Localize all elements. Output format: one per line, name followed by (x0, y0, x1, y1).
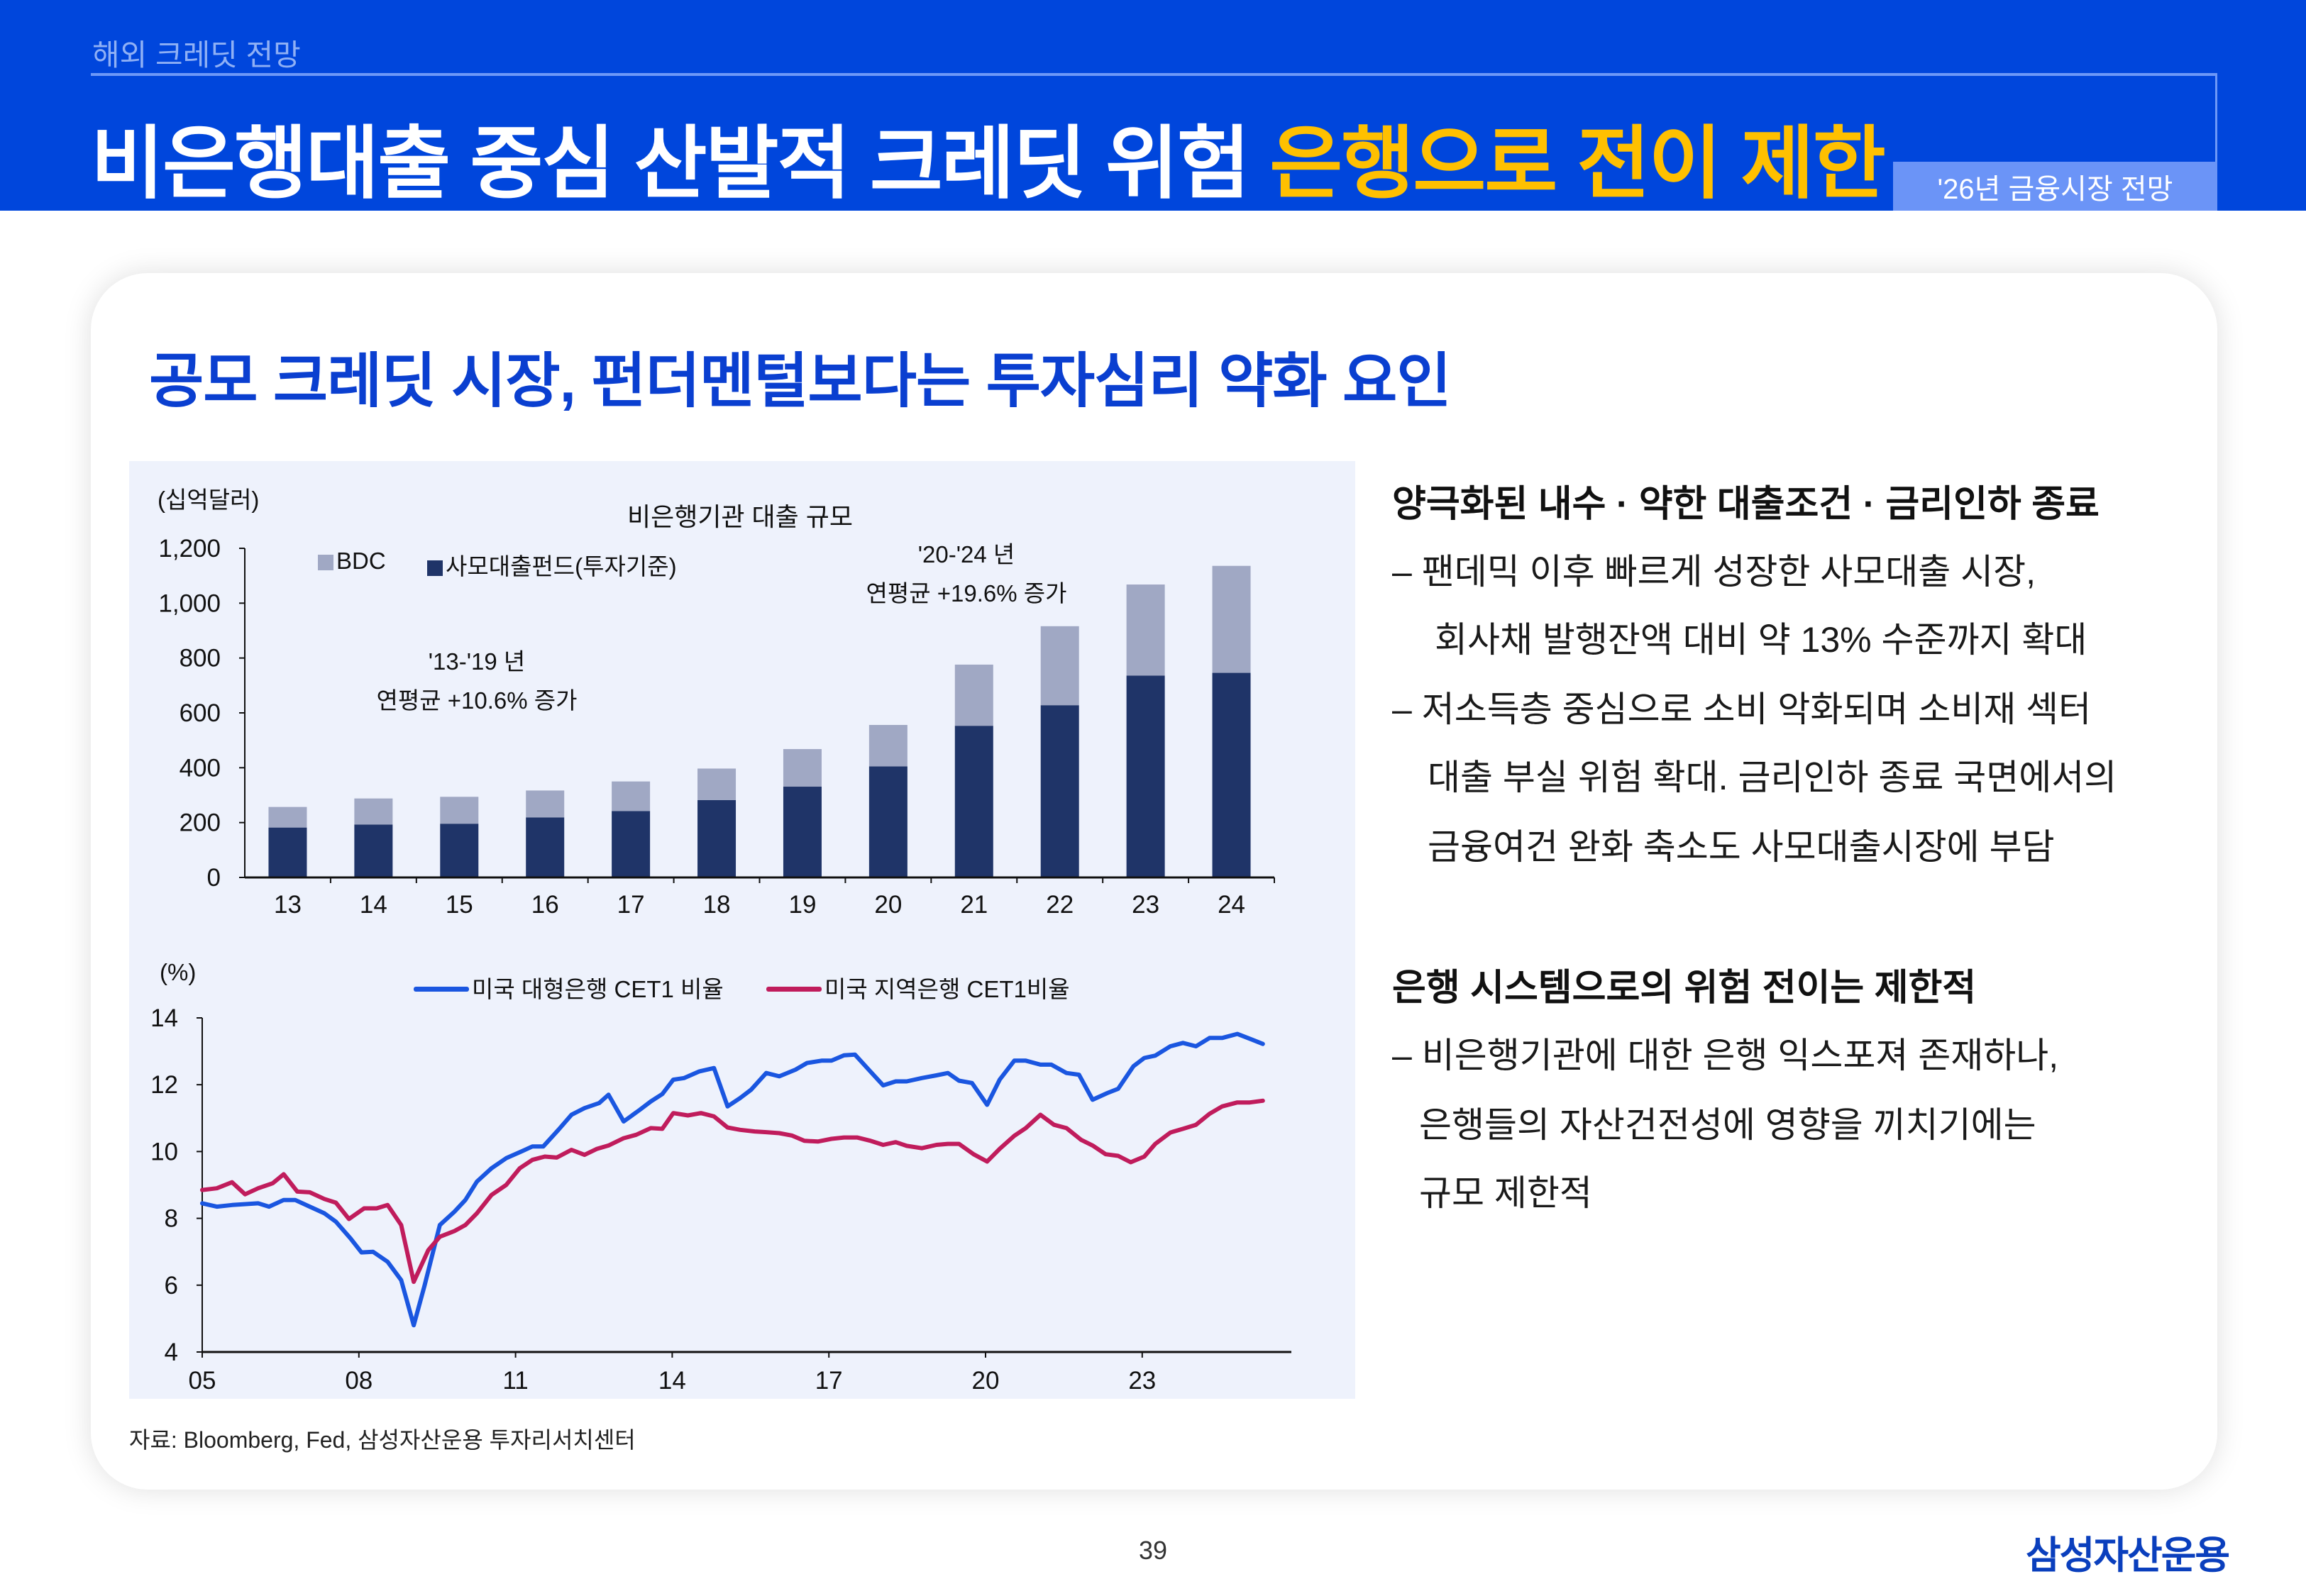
annotation-growth-2: 연평균 +19.6% 증가 (866, 580, 1067, 606)
x-tick-label: 22 (1046, 891, 1074, 919)
bar-bdc (526, 790, 565, 818)
bar-private-credit (526, 817, 565, 877)
x-tick-label: 23 (1128, 1367, 1156, 1395)
line-legend-large-banks: 미국 대형은행 CET1 비율 (414, 970, 724, 1004)
bar-private-credit (1040, 705, 1079, 877)
legend-label: 미국 지역은행 CET1비율 (824, 976, 1070, 1002)
y-tick-label: 10 (150, 1138, 178, 1165)
y-tick-label: 1,000 (158, 589, 221, 617)
y-tick-label: 800 (180, 645, 221, 672)
x-tick-label: 18 (703, 891, 731, 919)
line-legend-regional-banks: 미국 지역은행 CET1비율 (766, 970, 1070, 1004)
section-label: 해외 크레딧 전망 (92, 38, 301, 72)
y-tick-label: 600 (180, 699, 221, 727)
legend-swatch (427, 560, 443, 576)
bar-legend-private-credit: 사모대출펀드(투자기준) (427, 548, 677, 582)
bar-chart-title: 비은행기관 대출 규모 (627, 502, 854, 531)
bar-private-credit (268, 827, 307, 877)
y-tick-label: 1,200 (158, 535, 221, 563)
x-tick-label: 20 (972, 1367, 1000, 1395)
y-tick-label: 6 (165, 1272, 178, 1299)
legend-swatch (414, 987, 469, 992)
annotation-growth-1: 연평균 +10.6% 증가 (376, 687, 578, 714)
bar-bdc (1040, 626, 1079, 706)
x-tick-label: 14 (658, 1367, 686, 1395)
bar-private-credit (868, 766, 907, 877)
x-tick-label: 05 (189, 1367, 216, 1395)
bar-private-credit (1212, 672, 1251, 877)
page-number: 39 (1139, 1536, 1168, 1565)
right-line: 회사채 발행잔액 대비 약 13% 수준까지 확대 (1435, 620, 2087, 660)
x-tick-label: 13 (274, 891, 302, 919)
legend-label: BDC (336, 548, 386, 574)
bar-private-credit (1126, 675, 1165, 877)
bar-bdc (354, 798, 393, 825)
bar-bdc (954, 664, 993, 726)
x-tick-label: 11 (502, 1367, 528, 1395)
right-heading-2: 은행 시스템으로의 위험 전이는 제한적 (1392, 968, 1977, 1009)
x-tick-label: 23 (1132, 891, 1159, 919)
y-tick-label: 4 (165, 1339, 178, 1366)
line-large-banks-cet1 (200, 1031, 1265, 1328)
y-tick-label: 0 (207, 864, 221, 892)
bar-private-credit (440, 824, 479, 877)
bar-bdc (612, 781, 651, 811)
bar-private-credit (697, 799, 737, 877)
annotation-period-2: '20-'24 년 (917, 541, 1015, 567)
legend-swatch (318, 555, 333, 570)
right-line: – 팬데믹 이후 빠르게 성장한 사모대출 시장, (1392, 552, 2036, 592)
report-tag: '26년 금융시장 전망 (1893, 162, 2217, 211)
right-line: 금융여건 완화 축소도 사모대출시장에 부담 (1428, 827, 2055, 867)
bar-private-credit (783, 787, 822, 877)
right-line: – 비은행기관에 대한 은행 익스포져 존재하나, (1392, 1036, 2059, 1075)
legend-label: 미국 대형은행 CET1 비율 (472, 976, 724, 1002)
x-tick-label: 14 (360, 891, 387, 919)
x-tick-label: 21 (960, 891, 988, 919)
x-tick-label: 08 (345, 1367, 373, 1395)
bar-bdc (1126, 584, 1165, 676)
x-tick-label: 20 (874, 891, 902, 919)
bar-bdc (868, 725, 907, 767)
bar-private-credit (612, 811, 651, 877)
y-tick-label: 8 (165, 1205, 178, 1233)
line-regional-banks-cet1 (200, 1098, 1265, 1285)
legend-label: 사모대출펀드(투자기준) (446, 553, 677, 580)
bar-unit-label: (십억달러) (158, 487, 260, 513)
bar-bdc (268, 807, 307, 828)
x-tick-label: 17 (815, 1367, 843, 1395)
bar-bdc (440, 797, 479, 824)
y-tick-label: 12 (150, 1071, 178, 1099)
bar-bdc (1212, 565, 1251, 673)
x-tick-label: 17 (617, 891, 645, 919)
x-tick-label: 19 (788, 891, 816, 919)
bar-bdc (697, 768, 737, 800)
source-note: 자료: Bloomberg, Fed, 삼성자산운용 투자리서치센터 (129, 1427, 636, 1453)
header-divider (91, 73, 2217, 76)
bar-private-credit (354, 824, 393, 877)
x-tick-label: 15 (446, 891, 473, 919)
legend-swatch (766, 987, 822, 992)
card-heading: 공모 크레딧 시장, 펀더멘털보다는 투자심리 약화 요인 (149, 348, 1452, 414)
bar-private-credit (954, 726, 993, 877)
right-line: 규모 제한적 (1419, 1173, 1592, 1213)
right-line: – 저소득층 중심으로 소비 악화되며 소비재 섹터 (1392, 689, 2092, 729)
y-tick-label: 400 (180, 754, 221, 782)
right-line: 은행들의 자산건전성에 영향을 끼치기에는 (1419, 1105, 2036, 1145)
right-heading-1: 양극화된 내수 · 약한 대출조건 · 금리인하 종료 (1392, 484, 2100, 525)
y-tick-label: 200 (180, 809, 221, 837)
bar-bdc (783, 749, 822, 787)
page-title: 비은행대출 중심 산발적 크레딧 위험 은행으로 전이 제한 (91, 99, 1886, 214)
page-title-main: 비은행대출 중심 산발적 크레딧 위험 (91, 119, 1270, 208)
x-tick-label: 24 (1218, 891, 1245, 919)
annotation-period-1: '13-'19 년 (428, 648, 526, 675)
company-logo: 삼성자산운용 (2026, 1534, 2230, 1577)
bar-legend-bdc: BDC (318, 548, 386, 575)
x-tick-label: 16 (531, 891, 559, 919)
page-title-highlight: 은행으로 전이 제한 (1269, 119, 1886, 208)
header-divider-vertical (2215, 73, 2217, 162)
right-line: 대출 부실 위험 확대. 금리인하 종료 국면에서의 (1428, 758, 2117, 797)
line-unit-label: (%) (160, 959, 197, 985)
y-tick-label: 14 (150, 1004, 178, 1032)
